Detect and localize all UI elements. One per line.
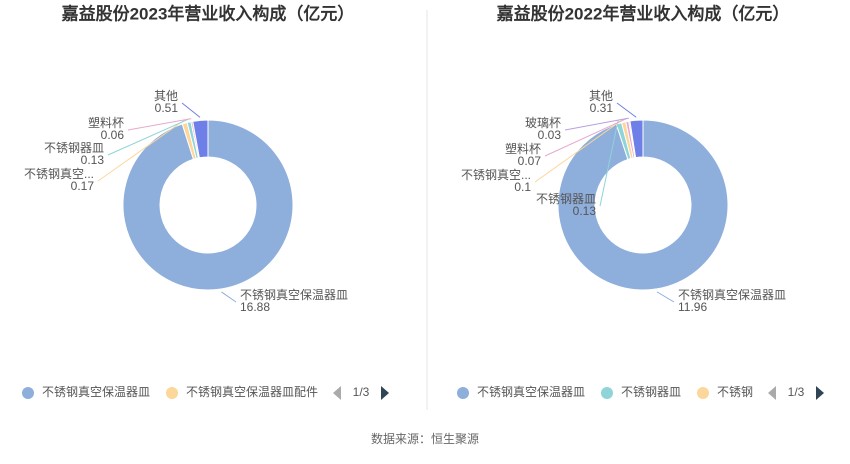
leader-line — [181, 102, 201, 118]
slice-value: 0.06 — [101, 128, 125, 142]
legend-next[interactable] — [381, 386, 389, 400]
leader-line — [97, 119, 185, 182]
legend-swatch[interactable] — [457, 387, 469, 399]
legend-label[interactable]: 不锈钢器皿 — [621, 385, 681, 399]
leader-line — [107, 118, 189, 156]
slice-label: 不锈钢真空保温器皿 — [240, 288, 348, 302]
legend-label[interactable]: 不锈钢真空保温器皿配件 — [186, 385, 318, 399]
legend-label[interactable]: 不锈钢 — [717, 385, 753, 399]
legend-prev[interactable] — [333, 386, 341, 400]
slice-value: 0.13 — [81, 153, 105, 167]
legend-swatch[interactable] — [22, 387, 34, 399]
slice-value: 16.88 — [240, 300, 270, 314]
slice — [629, 119, 644, 159]
leader-line — [564, 117, 629, 131]
leader-line — [599, 120, 619, 207]
legend-label[interactable]: 不锈钢真空保温器皿 — [477, 385, 585, 399]
slice-value: 0.03 — [538, 128, 562, 142]
legend-swatch[interactable] — [601, 387, 613, 399]
leader-line — [616, 102, 637, 118]
slice-value: 0.51 — [155, 101, 179, 115]
slice — [192, 119, 209, 159]
legend-swatch[interactable] — [697, 387, 709, 399]
leader-line — [127, 118, 192, 131]
slice-value: 0.1 — [514, 180, 531, 194]
slice-value: 0.31 — [590, 101, 614, 115]
legend-next[interactable] — [816, 386, 824, 400]
slice-label: 其他 — [589, 89, 613, 103]
slice — [122, 119, 294, 291]
slice-value: 11.96 — [678, 300, 707, 314]
slice-label: 不锈钢器皿 — [536, 192, 596, 206]
slice-label: 不锈钢真空... — [461, 168, 531, 182]
slice-value: 0.17 — [71, 179, 95, 193]
chart-title: 嘉益股份2023年营业收入构成（亿元） — [61, 3, 355, 23]
legend-label[interactable]: 不锈钢真空保温器皿 — [42, 385, 150, 399]
slice-value: 0.13 — [573, 204, 597, 218]
slice-label: 塑料杯 — [505, 141, 541, 156]
leader-line — [221, 291, 237, 303]
leader-line — [544, 118, 627, 157]
legend-prev[interactable] — [768, 386, 776, 400]
slice-value: 0.07 — [518, 154, 542, 168]
slice-label: 不锈钢器皿 — [44, 141, 104, 155]
legend-page: 1/3 — [353, 385, 370, 399]
leader-line — [656, 291, 675, 303]
leader-line — [534, 118, 624, 183]
slice-label: 其他 — [154, 89, 178, 103]
slice-label: 塑料杯 — [88, 115, 124, 130]
legend-page: 1/3 — [788, 385, 805, 399]
legend-swatch[interactable] — [166, 387, 178, 399]
slice-label: 玻璃杯 — [525, 116, 561, 130]
slice-label: 不锈钢真空... — [24, 167, 94, 181]
chart-title: 嘉益股份2022年营业收入构成（亿元） — [496, 3, 790, 23]
slice — [557, 119, 729, 291]
slice-label: 不锈钢真空保温器皿 — [678, 288, 786, 302]
source: 数据来源：恒生聚源 — [371, 431, 479, 446]
